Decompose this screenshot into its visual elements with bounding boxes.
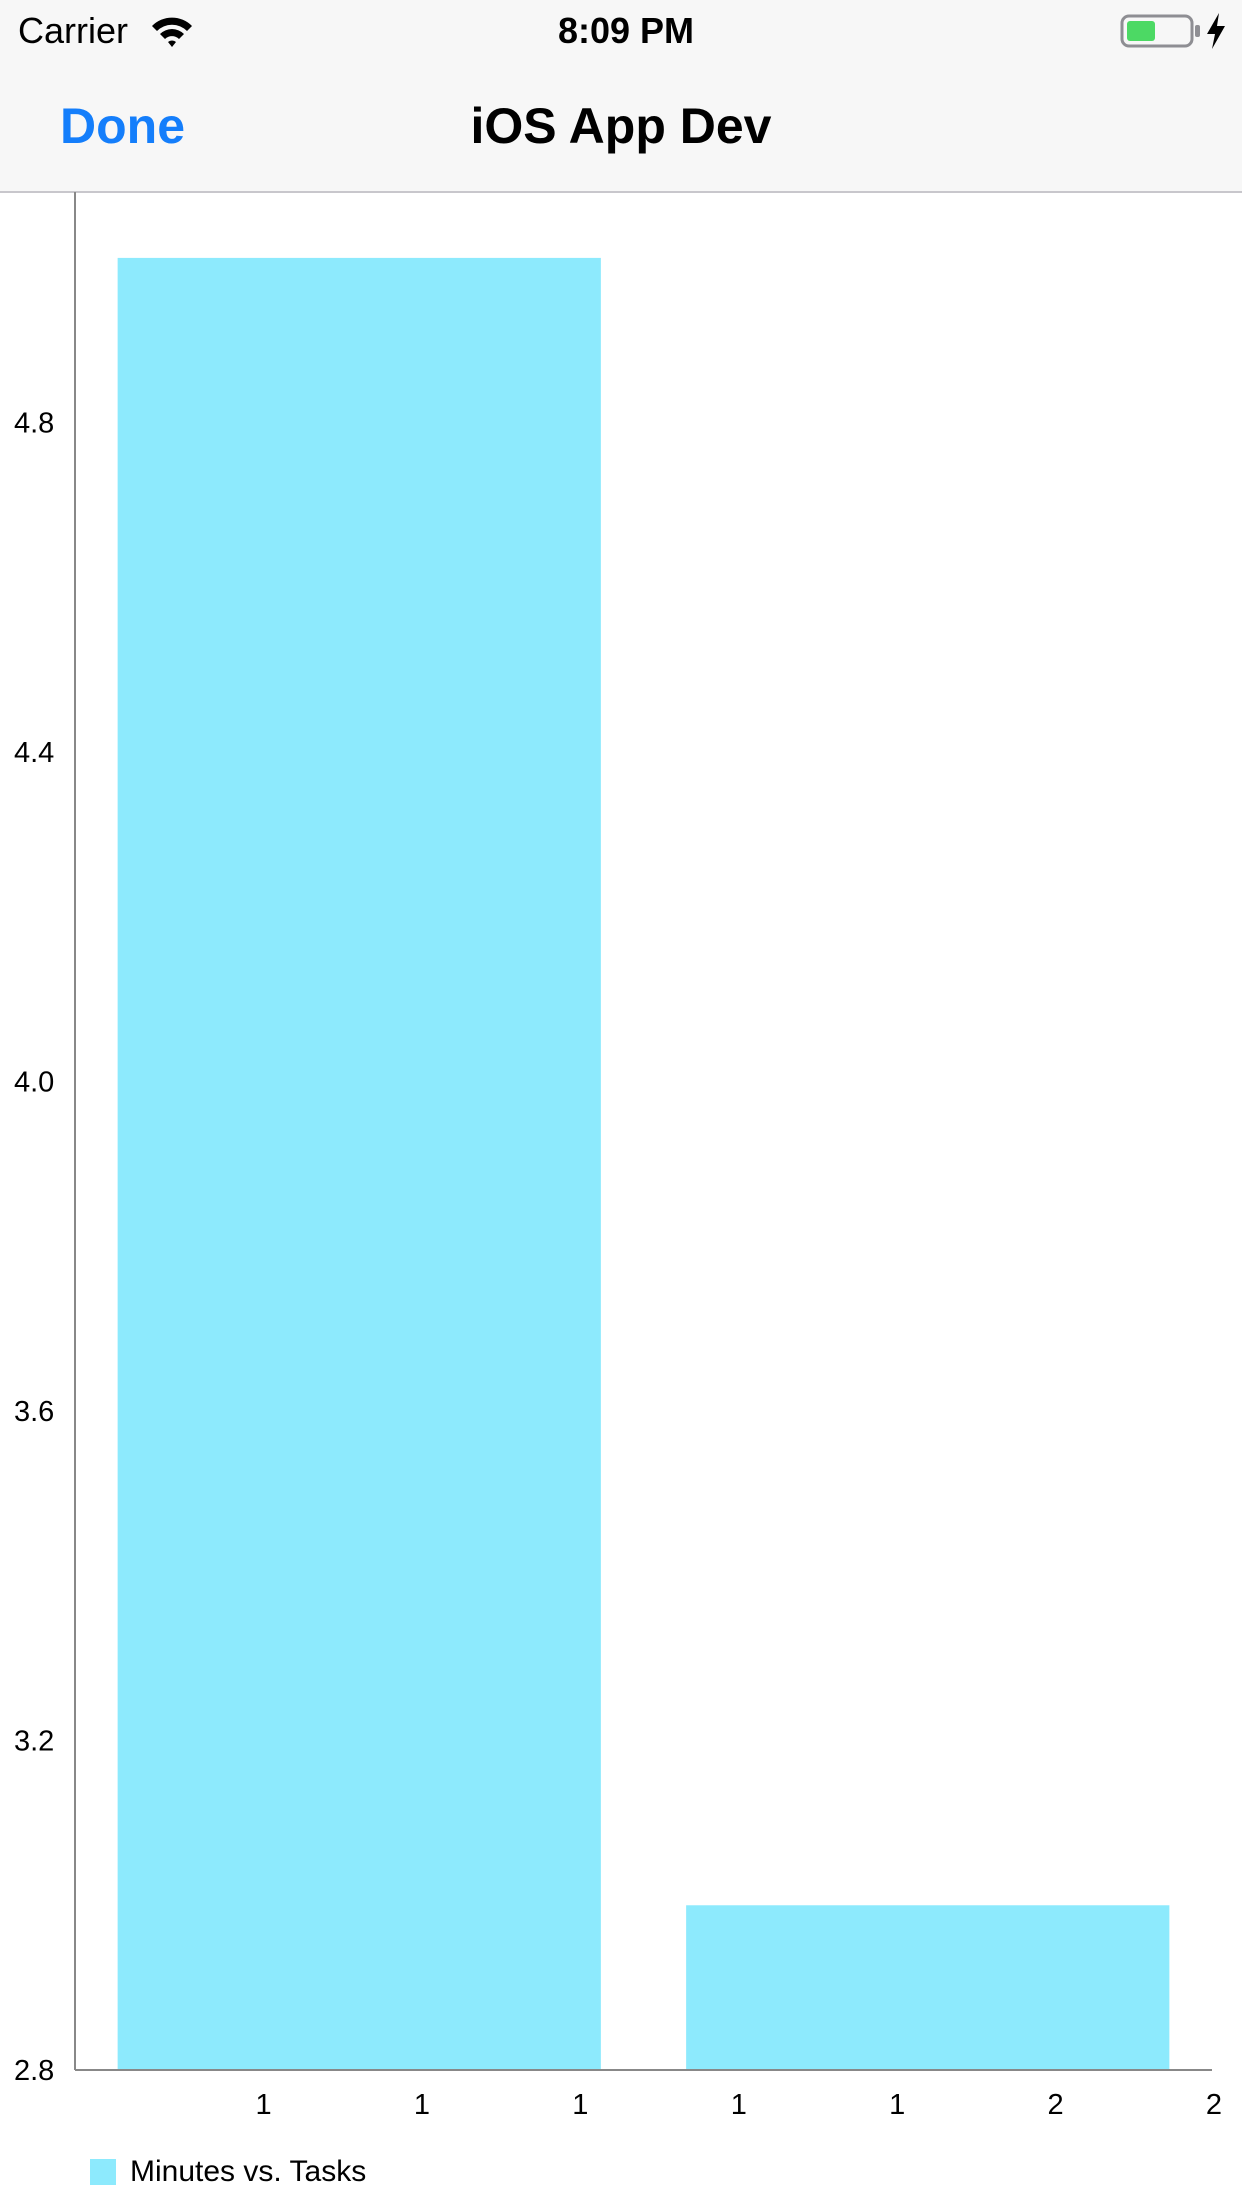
x-tick-label: 1 <box>731 2089 747 2121</box>
bar-1 <box>117 257 601 2070</box>
carrier-label: Carrier <box>18 10 129 51</box>
x-tick-label: 1 <box>889 2089 905 2121</box>
x-tick-label: 1 <box>572 2089 588 2121</box>
x-tick-label: 2 <box>1206 2089 1222 2121</box>
bar-chart: 2.8 3.2 3.6 4.0 4.4 4.8 1 1 1 1 1 2 2 <box>14 192 1222 2121</box>
page-title: iOS App Dev <box>470 98 772 154</box>
legend-swatch <box>90 2159 116 2185</box>
navigation-bar: Done iOS App Dev <box>0 62 1242 193</box>
legend-label: Minutes vs. Tasks <box>130 2155 367 2188</box>
done-button[interactable]: Done <box>60 98 185 154</box>
wifi-icon <box>152 17 192 47</box>
y-tick-label: 4.0 <box>14 1067 54 1099</box>
battery-icon <box>1120 14 1200 48</box>
status-time: 8:09 PM <box>557 10 695 51</box>
y-tick-label: 3.2 <box>14 1726 54 1758</box>
y-tick-label: 4.4 <box>14 737 54 769</box>
y-tick-label: 3.6 <box>14 1396 54 1428</box>
x-tick-label: 2 <box>1048 2089 1064 2121</box>
y-tick-label: 4.8 <box>14 408 54 440</box>
bar-2 <box>686 1905 1170 2070</box>
x-tick-label: 1 <box>414 2089 430 2121</box>
x-tick-label: 1 <box>255 2089 271 2121</box>
y-tick-label: 2.8 <box>14 2055 54 2087</box>
status-bar: Carrier 8:09 PM <box>0 0 1242 62</box>
bolt-icon <box>1207 13 1225 49</box>
